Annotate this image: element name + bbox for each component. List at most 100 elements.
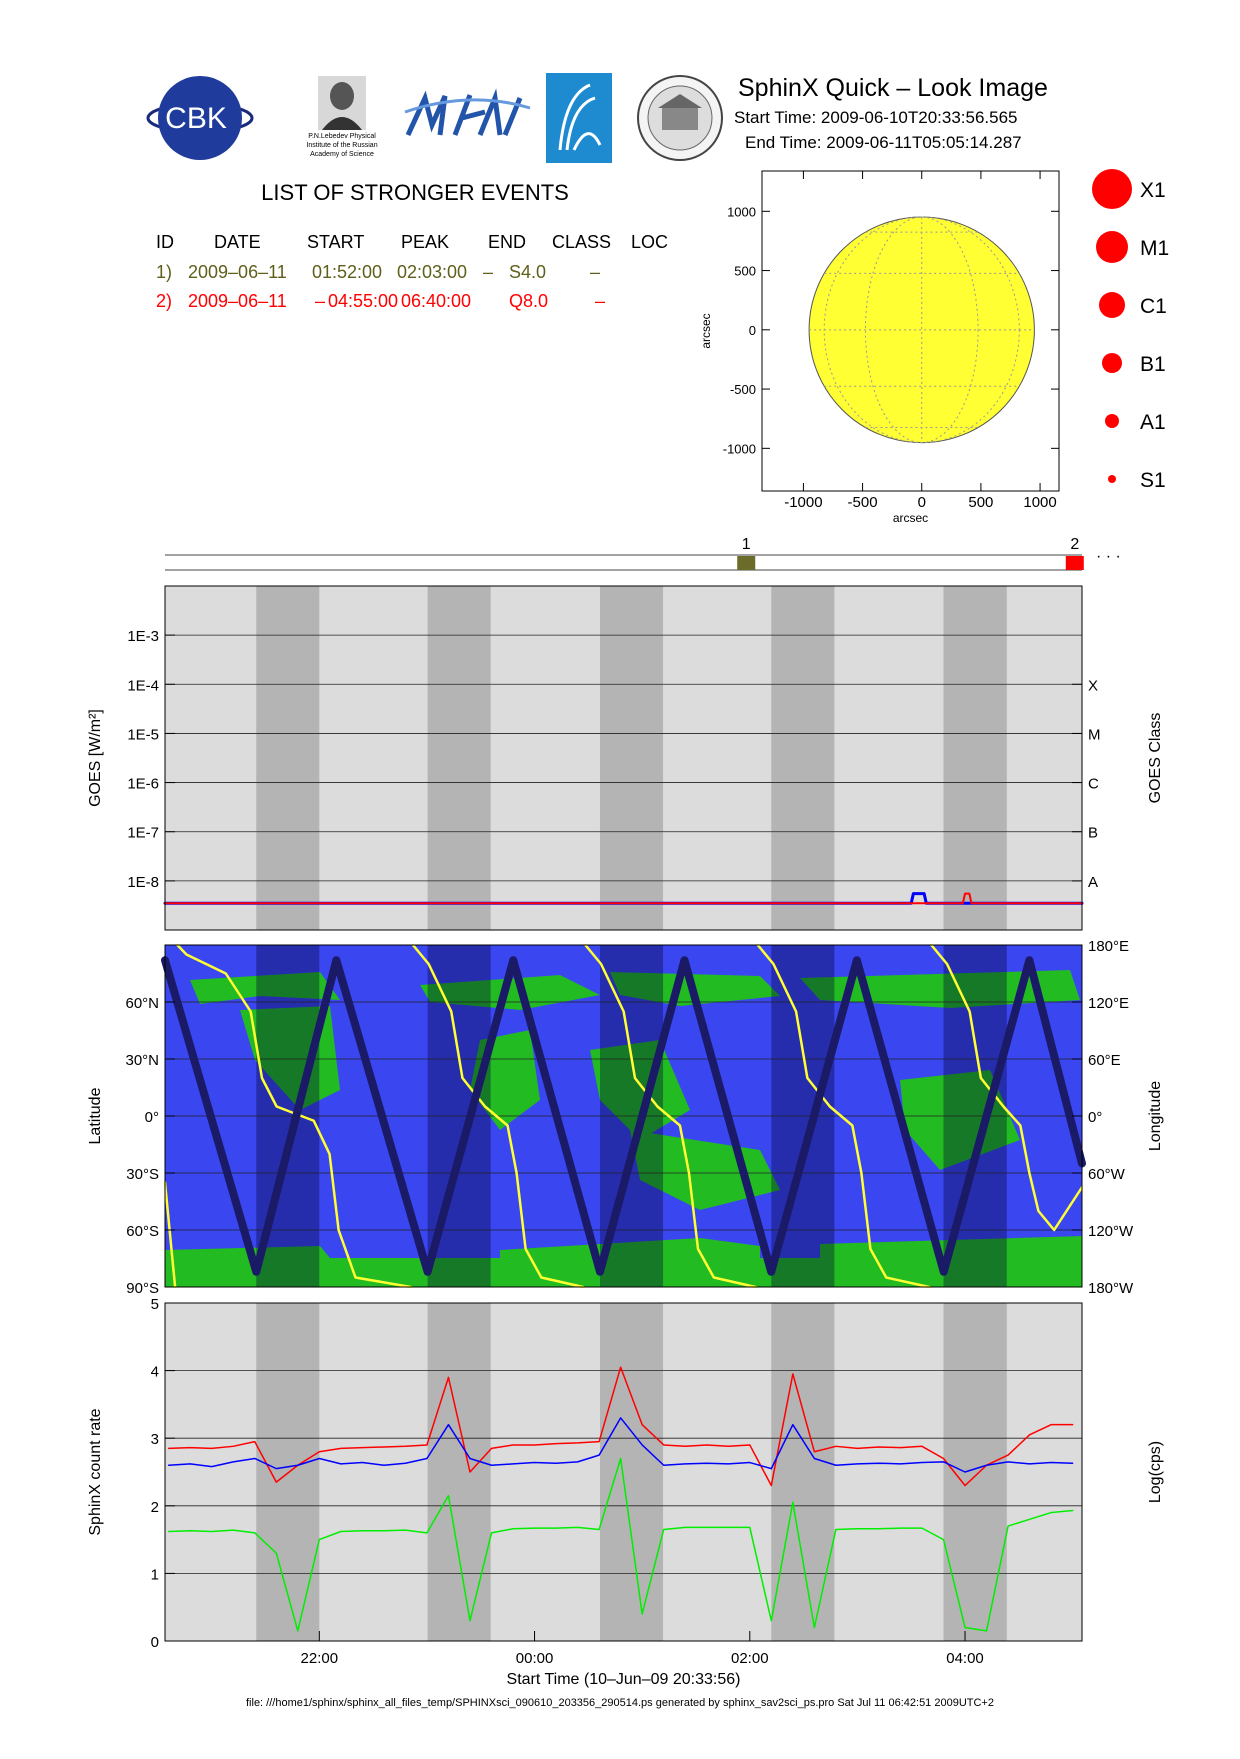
y2-axis-label: Longitude bbox=[1147, 1081, 1164, 1151]
event-cell: 02:03:00 bbox=[397, 262, 467, 282]
legend-label: B1 bbox=[1140, 353, 1166, 376]
events-title: LIST OF STRONGER EVENTS bbox=[261, 180, 569, 205]
y-tick-label: 0 bbox=[749, 323, 756, 338]
x-tick-label: -500 bbox=[848, 494, 878, 511]
shaded-interval bbox=[771, 1303, 835, 1641]
plot-frame bbox=[164, 585, 1083, 931]
data-line bbox=[164, 892, 1083, 905]
seal-building bbox=[662, 108, 698, 130]
y-axis-label: arcsec bbox=[699, 313, 713, 348]
logo-text: PAN bbox=[239, 96, 257, 106]
y-axis-label: SphinX count rate bbox=[87, 1408, 104, 1535]
portrait-head bbox=[330, 82, 354, 110]
shaded-interval bbox=[943, 1303, 1007, 1641]
more-events: · · · bbox=[1096, 548, 1121, 565]
y2-tick-label: X bbox=[1088, 677, 1098, 694]
event-cell: 2009–06–11 bbox=[188, 262, 287, 282]
land-patch bbox=[500, 1238, 760, 1258]
event-cell: 2009–06–11 bbox=[188, 291, 287, 311]
y-tick-label: 1 bbox=[151, 1566, 159, 1583]
data-line bbox=[167, 1366, 1074, 1487]
column-header: START bbox=[307, 232, 364, 252]
y-tick-label: -1000 bbox=[723, 441, 756, 456]
y-tick-label: 1E-6 bbox=[127, 776, 159, 793]
shaded-interval bbox=[599, 1303, 664, 1641]
land-patch bbox=[420, 975, 600, 1010]
shaded-interval bbox=[256, 1303, 320, 1641]
y-axis-label: GOES [W/m²] bbox=[87, 709, 104, 807]
legend-label: S1 bbox=[1140, 469, 1166, 492]
x-tick-label: -1000 bbox=[784, 494, 822, 511]
start-time: Start Time: 2009-06-10T20:33:56.565 bbox=[734, 108, 1018, 127]
y2-tick-label: C bbox=[1088, 776, 1099, 793]
event-cell: – bbox=[590, 262, 600, 282]
logo-stroke bbox=[452, 88, 523, 136]
legend-marker bbox=[1099, 292, 1125, 318]
land-patch bbox=[590, 1040, 690, 1140]
y-tick-label: 1000 bbox=[727, 204, 756, 219]
y2-tick-label: 60°W bbox=[1088, 1166, 1126, 1183]
shaded-interval bbox=[427, 586, 491, 930]
y-tick-label: 1E-3 bbox=[127, 628, 159, 645]
column-header: END bbox=[488, 232, 526, 252]
event-cell: – bbox=[315, 291, 325, 311]
y2-tick-label: 180°E bbox=[1088, 938, 1129, 955]
event-cell: 04:55:00 bbox=[328, 291, 398, 311]
y-tick-label: 0 bbox=[151, 1634, 159, 1651]
logo-arc bbox=[558, 83, 602, 151]
data-line bbox=[161, 956, 1086, 1276]
logo-third bbox=[404, 88, 531, 137]
y2-axis-label: Log(cps) bbox=[1147, 1441, 1164, 1503]
event-cell: 1) bbox=[156, 262, 172, 282]
logo-cbk: CBK PAN bbox=[146, 76, 257, 160]
land bbox=[165, 970, 1082, 1287]
legend-marker bbox=[1092, 169, 1132, 209]
plot-frame bbox=[164, 1302, 1083, 1642]
plot-frame bbox=[761, 170, 1060, 492]
event-cell: – bbox=[483, 262, 493, 282]
event-marker bbox=[737, 556, 756, 570]
y-tick-label: 0° bbox=[145, 1109, 159, 1126]
y-tick-label: 3 bbox=[151, 1431, 159, 1448]
y-tick-label: 5 bbox=[151, 1296, 159, 1313]
y2-axis-label: GOES Class bbox=[1147, 713, 1164, 804]
y-tick-label: 30°N bbox=[125, 1052, 159, 1069]
data-line bbox=[167, 1457, 1074, 1632]
event-marker-label: 2 bbox=[1070, 536, 1079, 553]
y2-tick-label: B bbox=[1088, 825, 1098, 842]
y-tick-label: 1E-8 bbox=[127, 874, 159, 891]
event-cell: 2) bbox=[156, 291, 172, 311]
y-tick-label: 30°S bbox=[126, 1166, 159, 1183]
end-time: End Time: 2009-06-11T05:05:14.287 bbox=[745, 133, 1022, 152]
column-header: LOC bbox=[631, 232, 668, 252]
legend-label: X1 bbox=[1140, 179, 1166, 202]
legend-marker bbox=[1096, 231, 1128, 263]
event-marker-label: 1 bbox=[742, 536, 751, 553]
y2-tick-label: M bbox=[1088, 726, 1101, 743]
footer: file: ///home1/sphinx/sphinx_all_files_t… bbox=[246, 1697, 994, 1709]
y-tick-label: -500 bbox=[730, 382, 756, 397]
data-line bbox=[167, 1417, 1074, 1473]
legend-marker bbox=[1105, 414, 1119, 428]
x-tick-label: 00:00 bbox=[516, 1650, 554, 1667]
y2-tick-label: 0° bbox=[1088, 1109, 1102, 1126]
event-cell: 01:52:00 bbox=[312, 262, 382, 282]
logo-lebedev: P.N.Lebedev Physical Institute of the Ru… bbox=[306, 76, 378, 158]
logo-caption: Institute of the Russian bbox=[306, 142, 377, 149]
x-tick-label: 02:00 bbox=[731, 1650, 769, 1667]
page-title: SphinX Quick – Look Image bbox=[738, 74, 1048, 102]
seal-roof bbox=[658, 94, 702, 108]
y-tick-label: 1E-7 bbox=[127, 825, 159, 842]
y2-tick-label: 120°E bbox=[1088, 995, 1129, 1012]
logo-caption: Academy of Science bbox=[310, 151, 374, 158]
logo-seal bbox=[637, 75, 723, 161]
shaded-interval bbox=[771, 586, 835, 930]
land-patch bbox=[630, 1130, 780, 1210]
y-tick-label: 60°S bbox=[126, 1223, 159, 1240]
x-axis-label: arcsec bbox=[893, 511, 928, 525]
x-tick-label: 1000 bbox=[1023, 494, 1056, 511]
logo-caption: P.N.Lebedev Physical bbox=[308, 133, 376, 140]
column-header: DATE bbox=[214, 232, 261, 252]
